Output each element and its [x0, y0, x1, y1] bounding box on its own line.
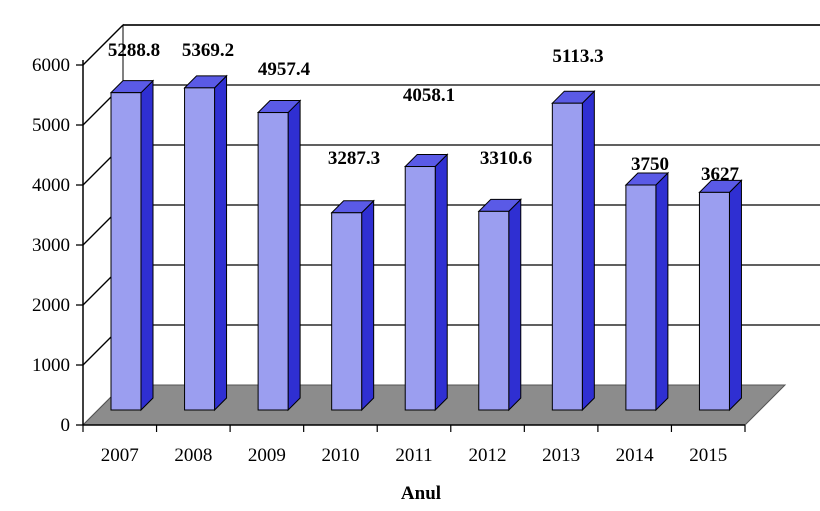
bar-front	[184, 87, 216, 411]
y-tick-label: 3000	[32, 235, 70, 256]
x-tick-label: 2012	[469, 445, 507, 466]
bar	[256, 99, 302, 412]
data-label: 3310.6	[480, 148, 532, 169]
data-label: 5288.8	[108, 40, 160, 61]
x-tick-label: 2009	[248, 445, 286, 466]
bar-front	[257, 112, 289, 411]
bar-front	[625, 184, 657, 411]
bar-side	[655, 171, 669, 412]
bar-side	[214, 74, 228, 412]
bar-side	[140, 79, 154, 412]
gridline-diagonal	[82, 24, 124, 66]
bar-side	[728, 179, 742, 412]
bar	[183, 74, 228, 412]
x-tick-label: 2014	[616, 445, 655, 466]
bar-side	[508, 198, 522, 412]
bar-front	[698, 191, 730, 411]
bars	[109, 74, 743, 412]
x-tick-label: 2007	[101, 445, 139, 466]
data-label: 3287.3	[328, 148, 380, 169]
data-label: 3750	[631, 154, 669, 175]
axes: 0 1000 2000 3000 4000 5000 6000 2007 2008 2009 201…	[32, 55, 746, 466]
x-tick-label: 2010	[321, 445, 359, 466]
x-axis-title: Anul	[401, 483, 441, 504]
x-tick-label: 2011	[395, 445, 432, 466]
x-tick-label: 2013	[542, 445, 580, 466]
data-label: 3627	[701, 164, 740, 185]
bar	[698, 179, 743, 412]
data-label: 5113.3	[552, 46, 603, 67]
bar-front	[110, 92, 142, 411]
bar-front	[331, 212, 363, 411]
bar	[404, 153, 449, 412]
bar	[477, 198, 522, 412]
data-label: 4957.4	[258, 59, 311, 80]
y-tick-label: 1000	[32, 355, 70, 376]
bar-side	[361, 199, 375, 412]
bar	[109, 79, 155, 412]
bar	[330, 199, 375, 412]
y-tick-label: 2000	[32, 295, 70, 316]
y-tick-label: 6000	[32, 55, 70, 76]
bar-side	[434, 153, 448, 412]
bar-front	[404, 166, 436, 411]
bar-front	[478, 210, 510, 411]
bar-side	[287, 99, 301, 412]
bar	[624, 171, 670, 412]
bar-side	[581, 89, 595, 412]
data-labels: 5288.8 5369.2 4957.4 3287.3 4058.1 3310.6 5113…	[108, 40, 740, 185]
y-tick-label: 5000	[32, 115, 70, 136]
data-label: 5369.2	[182, 40, 234, 61]
x-tick-label: 2015	[689, 445, 727, 466]
bar-front	[551, 102, 583, 411]
y-tick-label: 0	[61, 415, 71, 436]
y-tick-label: 4000	[32, 175, 70, 196]
bar	[551, 89, 596, 412]
data-label: 4058.1	[403, 85, 455, 106]
x-tick-label: 2008	[174, 445, 212, 466]
